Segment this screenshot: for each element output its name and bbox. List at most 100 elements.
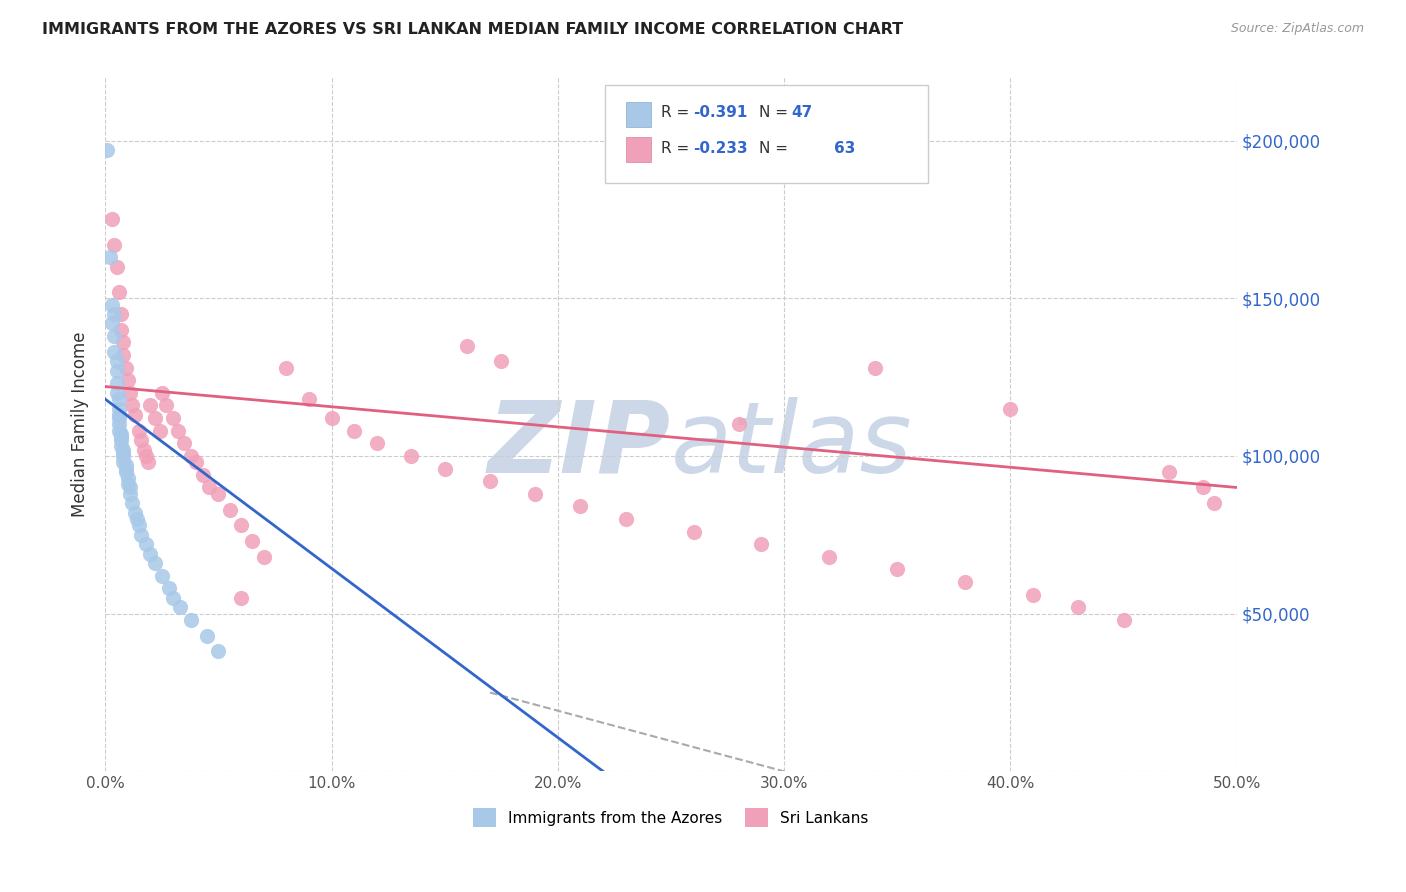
- Point: [1000, 401, 1022, 416]
- Point: [343, 424, 366, 438]
- Text: ZIP: ZIP: [488, 397, 671, 493]
- Point: [863, 360, 886, 375]
- Point: [162, 411, 184, 425]
- Y-axis label: Median Family Income: Median Family Income: [72, 332, 89, 517]
- Point: [107, 408, 129, 422]
- Point: [121, 399, 143, 413]
- Point: [114, 461, 136, 475]
- Point: [120, 487, 142, 501]
- Point: [107, 392, 129, 406]
- Point: [103, 344, 125, 359]
- Point: [110, 323, 132, 337]
- Point: [136, 455, 159, 469]
- Text: N =: N =: [759, 105, 793, 120]
- Point: [105, 260, 128, 274]
- Point: [105, 385, 128, 400]
- Point: [101, 297, 124, 311]
- Text: atlas: atlas: [671, 397, 912, 493]
- Point: [110, 430, 132, 444]
- Point: [1112, 613, 1135, 627]
- Point: [110, 440, 132, 454]
- Point: [150, 569, 173, 583]
- Point: [252, 549, 274, 564]
- Point: [110, 426, 132, 441]
- Point: [207, 487, 229, 501]
- Point: [180, 613, 202, 627]
- Point: [128, 518, 150, 533]
- Point: [399, 449, 422, 463]
- Point: [198, 481, 221, 495]
- Point: [218, 502, 240, 516]
- Point: [321, 411, 343, 425]
- Point: [124, 506, 146, 520]
- Point: [276, 360, 298, 375]
- Point: [101, 317, 124, 331]
- Point: [105, 354, 128, 368]
- Point: [117, 471, 139, 485]
- Point: [433, 461, 456, 475]
- Text: R =: R =: [661, 105, 695, 120]
- Point: [135, 449, 157, 463]
- Text: 63: 63: [834, 141, 855, 155]
- Point: [139, 547, 162, 561]
- Text: -0.233: -0.233: [693, 141, 748, 155]
- Point: [478, 474, 501, 488]
- Point: [112, 446, 135, 460]
- Point: [131, 528, 153, 542]
- Point: [131, 433, 153, 447]
- Point: [366, 436, 388, 450]
- Point: [120, 481, 142, 495]
- Point: [229, 591, 252, 605]
- Point: [114, 360, 136, 375]
- Point: [114, 465, 136, 479]
- Point: [117, 373, 139, 387]
- Point: [1157, 465, 1180, 479]
- Point: [1022, 588, 1045, 602]
- Point: [298, 392, 321, 406]
- Text: -0.391: -0.391: [693, 105, 748, 120]
- Point: [112, 449, 135, 463]
- Point: [150, 385, 173, 400]
- Point: [128, 424, 150, 438]
- Point: [148, 424, 170, 438]
- Text: R =: R =: [661, 141, 695, 155]
- Point: [103, 307, 125, 321]
- Point: [886, 562, 908, 576]
- Point: [107, 401, 129, 416]
- Point: [818, 549, 841, 564]
- Point: [110, 433, 132, 447]
- Point: [103, 237, 125, 252]
- Point: [112, 442, 135, 457]
- Point: [117, 477, 139, 491]
- Point: [489, 354, 512, 368]
- Point: [105, 364, 128, 378]
- Text: Source: ZipAtlas.com: Source: ZipAtlas.com: [1230, 22, 1364, 36]
- Point: [728, 417, 751, 432]
- Point: [1191, 481, 1213, 495]
- Point: [135, 537, 157, 551]
- Point: [139, 399, 162, 413]
- Point: [98, 250, 121, 264]
- Point: [191, 467, 214, 482]
- Point: [614, 512, 637, 526]
- Point: [107, 417, 129, 432]
- Point: [207, 644, 229, 658]
- Point: [110, 307, 132, 321]
- Point: [229, 518, 252, 533]
- Text: 47: 47: [792, 105, 813, 120]
- Point: [112, 348, 135, 362]
- Legend: Immigrants from the Azores, Sri Lankans: Immigrants from the Azores, Sri Lankans: [467, 802, 875, 833]
- Point: [157, 582, 180, 596]
- Point: [112, 335, 135, 350]
- Point: [107, 285, 129, 299]
- Point: [751, 537, 773, 551]
- Point: [682, 524, 704, 539]
- Point: [169, 600, 191, 615]
- Point: [107, 424, 129, 438]
- Point: [240, 534, 263, 549]
- Point: [96, 143, 118, 157]
- Text: N =: N =: [759, 141, 793, 155]
- Point: [101, 212, 124, 227]
- Point: [120, 385, 142, 400]
- Point: [173, 436, 195, 450]
